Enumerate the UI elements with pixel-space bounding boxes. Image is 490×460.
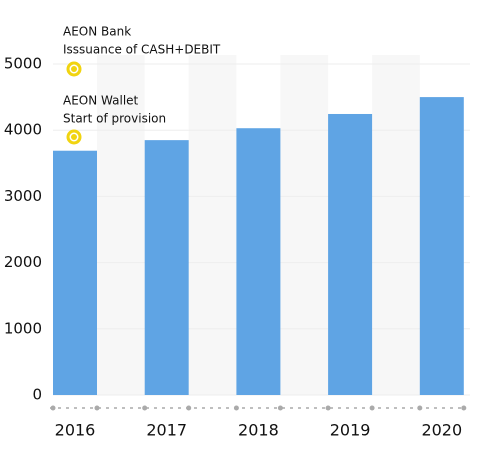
- baseline-dot: [233, 405, 239, 411]
- baseline-dot: [94, 405, 100, 411]
- y-tick-label: 0: [32, 386, 42, 404]
- bar: [144, 140, 189, 395]
- annotation-marker-dot: [71, 134, 77, 140]
- y-tick-label: 1000: [4, 319, 42, 337]
- bar: [328, 113, 373, 395]
- baseline-dot: [417, 405, 423, 411]
- baseline-dot: [142, 405, 148, 411]
- background-stripe: [188, 55, 237, 395]
- annotation-text: AEON Wallet: [63, 94, 139, 108]
- y-tick-label: 3000: [4, 187, 42, 205]
- y-tick-label: 2000: [4, 253, 42, 271]
- background-stripe: [372, 55, 420, 395]
- x-tick-label: 2020: [421, 421, 462, 440]
- annotation-text: Start of provision: [63, 112, 166, 126]
- bar: [236, 128, 281, 396]
- annotation-marker-dot: [71, 66, 77, 72]
- y-tick-label: 4000: [4, 121, 42, 139]
- background-stripe: [280, 55, 329, 395]
- y-tick-label: 5000: [4, 55, 42, 73]
- baseline-dot: [186, 405, 192, 411]
- baseline-dot: [369, 405, 375, 411]
- background-stripe: [97, 55, 145, 395]
- bar: [53, 150, 97, 395]
- baseline-dot: [325, 405, 331, 411]
- baseline-dot: [277, 405, 283, 411]
- x-tick-label: 2017: [146, 421, 187, 440]
- annotation-text: AEON Bank: [63, 25, 131, 39]
- x-tick-label: 2018: [238, 421, 279, 440]
- annotation-text: Isssuance of CASH+DEBIT: [63, 43, 221, 57]
- bar: [419, 97, 464, 395]
- x-tick-label: 2019: [330, 421, 371, 440]
- x-tick-label: 2016: [55, 421, 96, 440]
- baseline-dot: [50, 405, 56, 411]
- baseline-dot: [461, 405, 467, 411]
